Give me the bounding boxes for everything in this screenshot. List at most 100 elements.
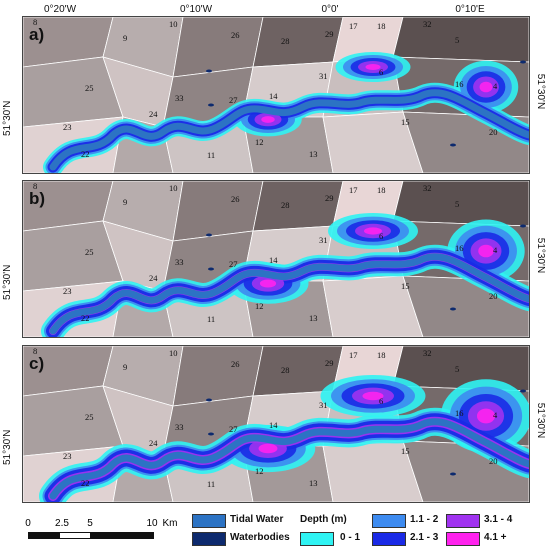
zone-label: 15: [401, 446, 410, 456]
flood-map: 8 9 10 26 28 29 17 18 32 5 25 27 31 6 4 23 24 33 14 15 20 22 1…: [23, 17, 529, 173]
flood-depth-area: [261, 116, 275, 123]
zone-label: 6: [379, 231, 383, 241]
zone-label: 20: [489, 291, 498, 301]
depth-0-1-swatch: [300, 532, 334, 546]
waterbody: [520, 389, 526, 393]
scale-segment-3: [90, 532, 154, 539]
tidal-water-label: Tidal Water: [230, 514, 284, 525]
zone-label: 23: [63, 451, 72, 461]
map-panel-3: 8 9 10 26 28 29 17 18 32 5 25 27 31 6 4 23 24 33 14 15 20 22 1…: [22, 345, 530, 503]
flood-depth-area: [258, 443, 278, 454]
zone-label: 32: [423, 348, 432, 358]
scale-segment-2: [59, 532, 91, 539]
scale-tick-5: 5: [87, 518, 93, 529]
waterbody: [208, 267, 214, 271]
longitude-label-10e: 0°10'E: [455, 4, 485, 15]
longitude-label-0: 0°0': [321, 4, 339, 15]
zone-label: 10: [169, 348, 178, 358]
depth-2-3-label: 2.1 - 3: [410, 532, 439, 543]
zone-label: 8: [33, 17, 37, 27]
zone-label: 29: [325, 29, 334, 39]
waterbody: [520, 224, 526, 228]
depth-1-2-swatch: [372, 514, 406, 528]
zone-label: 15: [401, 117, 410, 127]
borough-zone: [252, 17, 344, 68]
zone-label: 22: [81, 478, 90, 488]
tidal-river: [49, 89, 529, 171]
zone-label: 12: [255, 137, 264, 147]
zone-label: 14: [269, 255, 278, 265]
zone-label: 4: [493, 245, 498, 255]
zone-label: 22: [81, 313, 90, 323]
waterbody: [208, 432, 214, 436]
depth-4-plus-swatch: [446, 532, 480, 546]
zone-label: 5: [455, 35, 459, 45]
borough-zone: [392, 346, 529, 392]
zone-label: 9: [123, 33, 127, 43]
depth-0-1-label: 0 - 1: [340, 532, 361, 543]
depth-3-4-label: 3.1 - 4: [484, 514, 513, 525]
latitude-label-left: 51°30'N: [2, 429, 13, 465]
zone-label: 24: [149, 438, 158, 448]
zone-label: 8: [33, 346, 37, 356]
borough-zone: [252, 181, 344, 232]
zone-label: 10: [169, 183, 178, 193]
zone-label: 6: [379, 396, 383, 406]
panel-label: b): [29, 189, 46, 208]
scale-tick-2-5: 2.5: [55, 518, 69, 529]
zone-label: 18: [377, 185, 386, 195]
depth-3-4-swatch: [446, 514, 480, 528]
zone-label: 23: [63, 122, 72, 132]
flood-depth-area: [479, 81, 493, 93]
zone-label: 24: [149, 109, 158, 119]
latitude-label-right: 51°30'N: [534, 73, 546, 110]
depth-title: Depth (m): [300, 514, 347, 525]
flood-depth-area: [259, 279, 277, 288]
scale-unit: Km: [162, 518, 178, 529]
zone-label: 5: [455, 364, 459, 374]
longitude-label-10w: 0°10'W: [179, 4, 213, 15]
latitude-label-right: 51°30'N: [534, 237, 546, 274]
zone-label: 6: [379, 67, 383, 77]
map-panel-1: 8 9 10 26 28 29 17 18 32 5 25 27 31 6 4 23 24 33 14 15 20 22 1…: [22, 16, 530, 174]
zone-label: 4: [493, 410, 498, 420]
tidal-river: [49, 418, 529, 500]
zone-label: 11: [207, 314, 215, 324]
zone-label: 27: [229, 424, 238, 434]
depth-1-2-label: 1.1 - 2: [410, 514, 439, 525]
flood-depth-area: [365, 64, 381, 70]
zone-label: 28: [281, 36, 290, 46]
flood-map: 8 9 10 26 28 29 17 18 32 5 25 27 31 6 4 23 24 33 14 15 20 22 1…: [23, 346, 529, 502]
waterbody: [208, 103, 214, 107]
zone-label: 20: [489, 456, 498, 466]
depth-2-3-swatch: [372, 532, 406, 546]
legend: 0 2.5 5 10 Km Tidal Water Waterbodies De…: [0, 508, 550, 550]
scale-tick-0: 0: [25, 518, 31, 529]
map-panel-2: 8 9 10 26 28 29 17 18 32 5 25 27 31 6 4 23 24 33 14 15 20 22 1…: [22, 180, 530, 338]
zone-label: 17: [349, 350, 358, 360]
flood-depth-area: [476, 408, 496, 424]
zone-label: 16: [455, 408, 464, 418]
zone-label: 15: [401, 281, 410, 291]
zone-label: 4: [493, 81, 498, 91]
latitude-label-left: 51°30'N: [2, 264, 13, 300]
zone-label: 14: [269, 420, 278, 430]
zone-label: 26: [231, 359, 240, 369]
flood-depth-area: [364, 227, 382, 235]
zone-label: 28: [281, 200, 290, 210]
borough-zone: [322, 111, 424, 173]
waterbody: [450, 143, 456, 147]
zone-label: 33: [175, 93, 184, 103]
scale-segment-1: [28, 532, 60, 539]
borough-zone: [392, 181, 529, 227]
zone-label: 31: [319, 400, 328, 410]
flood-depth-area: [478, 244, 494, 258]
tidal-water-swatch: [192, 514, 226, 528]
zone-label: 17: [349, 21, 358, 31]
zone-label: 18: [377, 350, 386, 360]
zone-label: 25: [85, 247, 94, 257]
waterbody: [206, 69, 212, 73]
scale-tick-10: 10: [146, 518, 158, 529]
waterbody: [520, 60, 526, 64]
zone-label: 27: [229, 95, 238, 105]
